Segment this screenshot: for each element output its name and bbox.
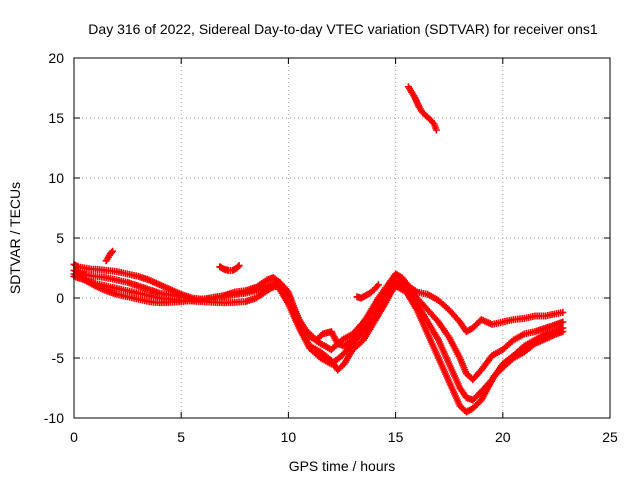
- data-point: [108, 248, 116, 256]
- y-tick-label: -5: [52, 350, 65, 366]
- x-tick-label: 25: [602, 429, 618, 445]
- series-track-2: [70, 266, 567, 384]
- x-tick-label: 20: [495, 429, 511, 445]
- y-tick-label: 0: [56, 290, 64, 306]
- data-points: [70, 83, 567, 416]
- data-point: [559, 308, 567, 316]
- series-high-arc: [404, 83, 440, 134]
- chart-title: Day 316 of 2022, Sidereal Day-to-day VTE…: [88, 21, 598, 37]
- data-point: [235, 262, 243, 270]
- y-axis-label: SDTVAR / TECUs: [7, 182, 23, 294]
- data-point: [432, 126, 440, 134]
- series-short-3: [353, 281, 382, 302]
- data-point: [374, 281, 382, 289]
- x-axis-label: GPS time / hours: [289, 458, 396, 474]
- data-point: [559, 318, 567, 326]
- x-tick-label: 15: [388, 429, 404, 445]
- y-tick-label: -10: [44, 410, 64, 426]
- data-point: [234, 263, 242, 271]
- y-tick-label: 20: [48, 50, 64, 66]
- y-tick-label: 15: [48, 110, 64, 126]
- y-tick-label: 10: [48, 170, 64, 186]
- data-point: [109, 247, 117, 255]
- series-short-1: [102, 247, 117, 265]
- axis-ticks: 0 5 10 15 20 25 -10 -5 0 5 10 15 20: [44, 50, 618, 445]
- data-point: [559, 328, 567, 336]
- series-track-4: [70, 270, 567, 416]
- x-tick-label: 5: [177, 429, 185, 445]
- x-tick-label: 10: [281, 429, 297, 445]
- x-tick-label: 0: [70, 429, 78, 445]
- y-tick-label: 5: [56, 230, 64, 246]
- series-track-1: [70, 260, 567, 350]
- series-short-2: [216, 262, 243, 274]
